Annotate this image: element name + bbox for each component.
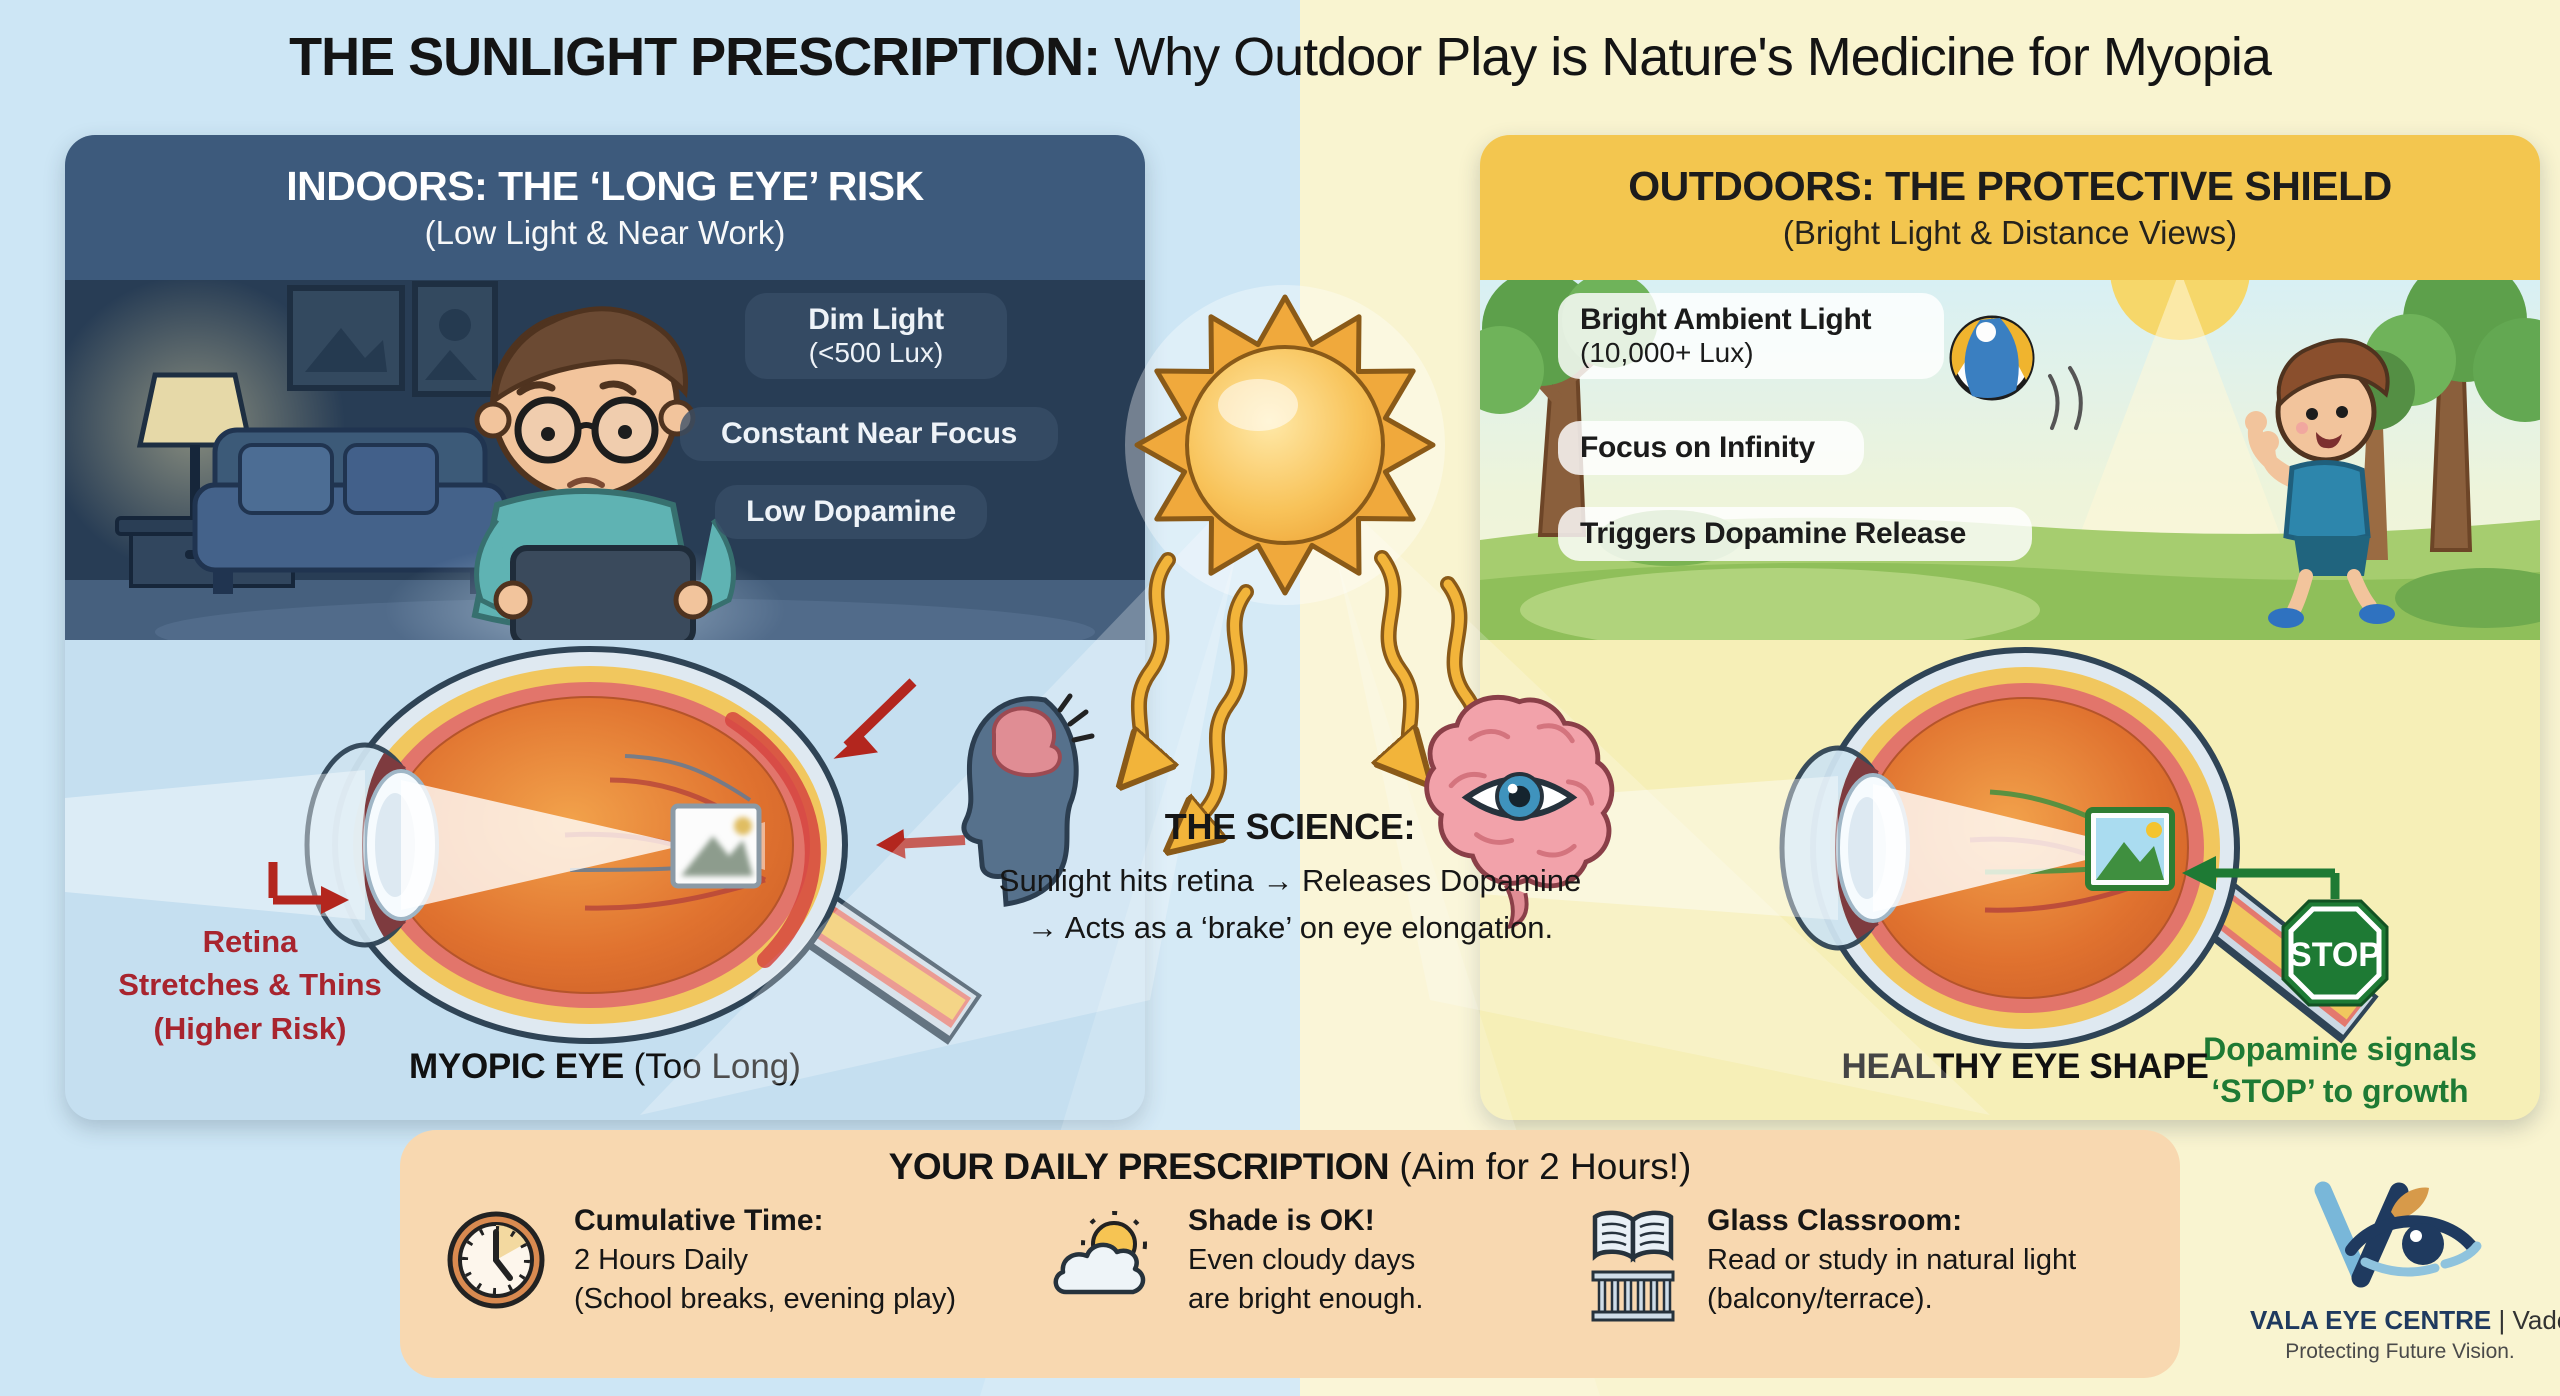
pill-line: Triggers Dopamine Release bbox=[1580, 517, 1966, 550]
benefit-note-line: ‘STOP’ to growth bbox=[2211, 1073, 2469, 1110]
indoor-heading: INDOORS: THE ‘LONG EYE’ RISK bbox=[286, 163, 924, 209]
prescription-item-glass-classroom: Glass Classroom: Read or study in natura… bbox=[1585, 1204, 2076, 1330]
indoor-pill-dim-light: Dim Light (<500 Lux) bbox=[745, 293, 1007, 379]
outdoor-subheading: (Bright Light & Distance Views) bbox=[1782, 214, 2238, 251]
sharp-image-icon bbox=[2085, 807, 2175, 891]
item-line: 2 Hours Daily bbox=[574, 1244, 749, 1276]
science-line: Sunlight hits retina → Releases Dopamine bbox=[998, 863, 1582, 898]
picture-frames-icon bbox=[287, 281, 498, 397]
item-heading: Shade is OK! bbox=[1188, 1204, 1375, 1237]
science-explainer: THE SCIENCE: Sunlight hits retina → Rele… bbox=[900, 806, 1680, 951]
prescription-title-bold: YOUR DAILY PRESCRIPTION bbox=[888, 1146, 1390, 1187]
retina-label-arrow-icon bbox=[268, 862, 349, 914]
prescription-title-rest: (Aim for 2 Hours!) bbox=[1389, 1146, 1692, 1187]
item-line: Even cloudy days bbox=[1188, 1244, 1416, 1276]
stop-signal-assembly: STOP bbox=[2170, 835, 2500, 1035]
indoor-panel-header: INDOORS: THE ‘LONG EYE’ RISK (Low Light … bbox=[65, 135, 1145, 280]
prescription-item-text: Shade is OK! Even cloudy days are bright… bbox=[1188, 1204, 1423, 1319]
item-line: (School breaks, evening play) bbox=[574, 1283, 957, 1316]
indoor-boy-illustration bbox=[385, 306, 785, 640]
retina-stress-band bbox=[725, 712, 821, 968]
clinic-tagline: Protecting Future Vision. bbox=[2285, 1340, 2515, 1363]
sun-illustration bbox=[1123, 283, 1447, 607]
prescription-item-cumulative-time: Cumulative Time: 2 Hours Daily (School b… bbox=[444, 1204, 956, 1319]
clinic-name-bold: VALA EYE CENTRE bbox=[2250, 1305, 2492, 1335]
pill-line: Low Dopamine bbox=[746, 495, 956, 528]
myopic-eye-diagram bbox=[65, 630, 1145, 1080]
risk-note-line: Retina bbox=[202, 924, 298, 959]
retina-risk-note: Retina Stretches & Thins (Higher Risk) bbox=[80, 920, 420, 1050]
benefit-note-line: Dopamine signals bbox=[2203, 1031, 2477, 1067]
stop-sign-label: STOP bbox=[2289, 936, 2381, 974]
item-line: are bright enough. bbox=[1188, 1283, 1424, 1316]
stop-sign-icon: STOP bbox=[2182, 856, 2389, 1007]
pill-line: Dim Light bbox=[808, 303, 944, 336]
prescription-item-text: Cumulative Time: 2 Hours Daily (School b… bbox=[574, 1204, 956, 1319]
item-heading: Cumulative Time: bbox=[574, 1204, 824, 1237]
pill-line: Bright Ambient Light bbox=[1580, 303, 1872, 336]
outdoor-pill-dopamine-release: Triggers Dopamine Release bbox=[1558, 507, 2032, 561]
healthy-eye-caption: HEALTHY EYE SHAPE bbox=[1655, 1047, 2395, 1087]
item-line: (balcony/terrace). bbox=[1707, 1283, 1933, 1316]
eye-logo-icon bbox=[2314, 1181, 2482, 1288]
pill-line: (<500 Lux) bbox=[808, 337, 944, 368]
dopamine-benefit-note: Dopamine signals ‘STOP’ to growth bbox=[2170, 1028, 2510, 1112]
head-profile-icon bbox=[961, 693, 1095, 907]
outdoor-pill-bright-light: Bright Ambient Light (10,000+ Lux) bbox=[1558, 293, 1944, 379]
page-title: THE SUNLIGHT PRESCRIPTION: Why Outdoor P… bbox=[0, 26, 2560, 88]
clinic-name: VALA EYE CENTRE | Vadodara. bbox=[2250, 1305, 2560, 1336]
science-line: → Acts as a ‘brake’ on eye elongation. bbox=[1026, 909, 1554, 945]
indoor-subheading: (Low Light & Near Work) bbox=[424, 214, 786, 251]
brain-in-head-icon bbox=[991, 706, 1062, 778]
pill-line: Focus on Infinity bbox=[1580, 431, 1815, 464]
caption-bold: HEALTHY EYE SHAPE bbox=[1841, 1047, 2209, 1086]
pressure-arrows-icon bbox=[833, 678, 966, 859]
pill-line: Constant Near Focus bbox=[720, 417, 1017, 450]
outdoor-panel-header: OUTDOORS: THE PROTECTIVE SHIELD (Bright … bbox=[1480, 135, 2540, 280]
indoor-panel: INDOORS: THE ‘LONG EYE’ RISK (Low Light … bbox=[65, 135, 1145, 1120]
clinic-brand-block: VALA EYE CENTRE | Vadodara. Protecting F… bbox=[2250, 1178, 2560, 1364]
head-profile-illustration bbox=[950, 690, 1100, 935]
sun-icon bbox=[1125, 285, 1445, 605]
science-heading: THE SCIENCE: bbox=[1164, 806, 1416, 847]
outdoor-pill-focus-infinity: Focus on Infinity bbox=[1558, 421, 1864, 475]
myopic-eye-caption: MYOPIC EYE (Too Long) bbox=[235, 1047, 975, 1087]
page-title-bold: THE SUNLIGHT PRESCRIPTION: bbox=[289, 27, 1101, 87]
pill-line: (10,000+ Lux) bbox=[1580, 337, 1754, 368]
item-line: Read or study in natural light bbox=[1707, 1244, 2077, 1276]
prescription-item-text: Glass Classroom: Read or study in natura… bbox=[1707, 1204, 2076, 1319]
clock-icon bbox=[447, 1211, 545, 1309]
risk-note-line: (Higher Risk) bbox=[153, 1010, 347, 1046]
risk-note-line: Stretches & Thins bbox=[118, 967, 382, 1003]
daily-prescription-bar: YOUR DAILY PRESCRIPTION (Aim for 2 Hours… bbox=[400, 1130, 2180, 1378]
indoor-pill-low-dopamine: Low Dopamine bbox=[715, 485, 987, 539]
prescription-title: YOUR DAILY PRESCRIPTION (Aim for 2 Hours… bbox=[400, 1146, 2180, 1188]
indoor-pill-near-focus: Constant Near Focus bbox=[680, 407, 1058, 461]
sun-cloud-icon bbox=[1053, 1211, 1147, 1295]
item-heading: Glass Classroom: bbox=[1707, 1204, 1963, 1237]
book-balcony-icon bbox=[1591, 1210, 1675, 1322]
outdoor-panel: OUTDOORS: THE PROTECTIVE SHIELD (Bright … bbox=[1480, 135, 2540, 1120]
prescription-item-shade: Shade is OK! Even cloudy days are bright… bbox=[1050, 1204, 1423, 1319]
outdoor-boy-illustration bbox=[2245, 338, 2395, 628]
caption-bold: MYOPIC EYE bbox=[409, 1047, 624, 1086]
caption-rest: (Too Long) bbox=[623, 1047, 801, 1086]
myopic-eye-icon bbox=[65, 646, 982, 1045]
beach-ball-icon bbox=[1949, 315, 2083, 430]
page-title-rest: Why Outdoor Play is Nature's Medicine fo… bbox=[1100, 27, 2272, 87]
outdoor-heading: OUTDOORS: THE PROTECTIVE SHIELD bbox=[1628, 163, 2392, 209]
blurry-image-icon bbox=[670, 803, 762, 889]
clinic-city: | Vadodara. bbox=[2498, 1305, 2560, 1335]
